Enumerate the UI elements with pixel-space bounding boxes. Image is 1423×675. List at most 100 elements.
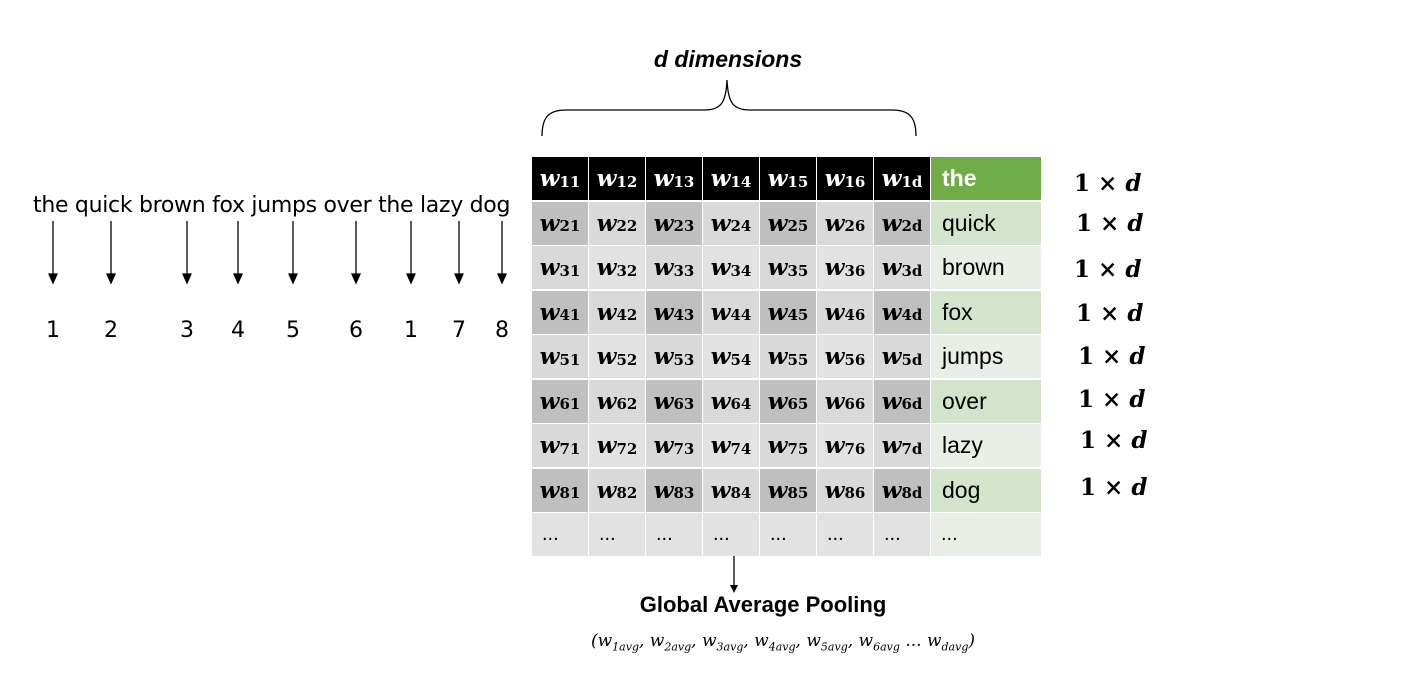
embedding-cell: w 46 [817,290,873,334]
embedding-cell: w 12 [589,157,645,200]
word-arrow-head [105,273,117,285]
vocab-word: lazy [931,424,1041,467]
embedding-cell: w 65 [760,379,816,423]
embedding-cell: w 45 [760,290,816,334]
embedding-cell: w 33 [646,246,702,289]
dimension-brace [541,79,917,137]
pooled-vector: (w1avg, w2avg, w3avg, w4avg, w5avg, w6av… [590,631,976,654]
word-arrow-head [47,273,59,285]
embedding-cell: w 43 [646,290,702,334]
embedding-cell: w 54 [703,335,759,378]
embedding-cell: w 85 [760,468,816,512]
vocab-word: jumps [931,335,1041,378]
word-arrow-head [453,273,465,285]
pooled-component: w4avg [754,631,796,654]
embedding-cell: w 41 [532,290,588,334]
embedding-cell: w 44 [703,290,759,334]
row-dimension-label: 1 × d [1074,256,1142,283]
embedding-cell: w 11 [532,157,588,200]
word-arrow-head [496,273,508,285]
embedding-cell: w 53 [646,335,702,378]
embedding-cell: w 42 [589,290,645,334]
word-index: 3 [180,318,194,343]
row-dimension-label: 1 × d [1074,170,1142,197]
embedding-cell: w 4d [874,290,930,334]
embedding-cell: w 82 [589,468,645,512]
word-index: 8 [495,318,509,343]
word-index: 1 [46,318,60,343]
embedding-cell: w 7d [874,424,930,467]
input-sentence: the quick brown fox jumps over the lazy … [33,193,511,218]
embedding-cell: w 55 [760,335,816,378]
word-arrow-head [232,273,244,285]
embedding-cell: w 3d [874,246,930,289]
embedding-cell: w 74 [703,424,759,467]
embedding-cell: w 36 [817,246,873,289]
embedding-cell: w 31 [532,246,588,289]
embedding-cell: w 63 [646,379,702,423]
row-dimension-label: 1 × d [1078,386,1146,413]
embedding-cell: w 75 [760,424,816,467]
embedding-cell: w 86 [817,468,873,512]
embedding-cell: w 76 [817,424,873,467]
embedding-cell: w 32 [589,246,645,289]
embedding-cell: w 34 [703,246,759,289]
dimension-label: d dimensions [653,46,803,72]
vocab-word: brown [931,246,1041,289]
vocab-word: over [931,379,1041,423]
embedding-cell: w 8d [874,468,930,512]
embedding-cell: w 1d [874,157,930,200]
row-dimension-label: 1 × d [1078,343,1146,370]
embedding-cell: w 26 [817,201,873,245]
embedding-cell: w 64 [703,379,759,423]
pooled-component: w2avg [649,631,692,654]
ellipsis-cell: ... [817,513,873,556]
ellipsis-cell: ... [589,513,645,556]
embedding-cell: w 22 [589,201,645,245]
embedding-cell: w 23 [646,201,702,245]
vocab-word: fox [931,290,1041,334]
embedding-cell: w 21 [532,201,588,245]
pooled-component: wdavg [926,631,969,654]
embedding-cell: w 62 [589,379,645,423]
pooled-component: w3avg [701,631,744,654]
embedding-cell: w 56 [817,335,873,378]
embedding-cell: w 5d [874,335,930,378]
row-dimension-label: 1 × d [1076,210,1144,237]
embedding-cell: w 81 [532,468,588,512]
embedding-cell: w 66 [817,379,873,423]
ellipsis-cell: ... [646,513,702,556]
pooled-component: w1avg [597,631,639,654]
embedding-matrix: w 11 w 12 w 13 w 14 w 15 w 16 w 1d the w 21 w 22 w 23 w 24 w 25 w… [532,157,1041,556]
embedding-cell: w 13 [646,157,702,200]
row-dimension-label: 1 × d [1076,300,1144,327]
word-arrow-head [181,273,193,285]
embedding-cell: w 52 [589,335,645,378]
embedding-cell: w 15 [760,157,816,200]
vocab-word: the [931,157,1041,200]
embedding-cell: w 14 [703,157,759,200]
embedding-cell: w 83 [646,468,702,512]
embedding-cell: w 35 [760,246,816,289]
word-index: 5 [286,318,300,343]
embedding-cell: w 2d [874,201,930,245]
embedding-cell: w 24 [703,201,759,245]
embedding-cell: w 16 [817,157,873,200]
word-index: 4 [231,318,245,343]
word-index: 2 [104,318,118,343]
word-index: 7 [452,318,466,343]
word-index: 1 [404,318,418,343]
embedding-cell: w 84 [703,468,759,512]
word-arrow-head [350,273,362,285]
word-arrows [47,221,508,285]
ellipsis-cell: ... [874,513,930,556]
embedding-cell: w 25 [760,201,816,245]
ellipsis-cell: ... [931,513,1041,556]
row-dimension-label: 1 × d [1080,427,1148,454]
pooling-title: Global Average Pooling [639,592,887,617]
word-index: 6 [349,318,363,343]
embedding-cell: w 72 [589,424,645,467]
pooling-arrow [730,556,738,593]
ellipsis-cell: ... [760,513,816,556]
